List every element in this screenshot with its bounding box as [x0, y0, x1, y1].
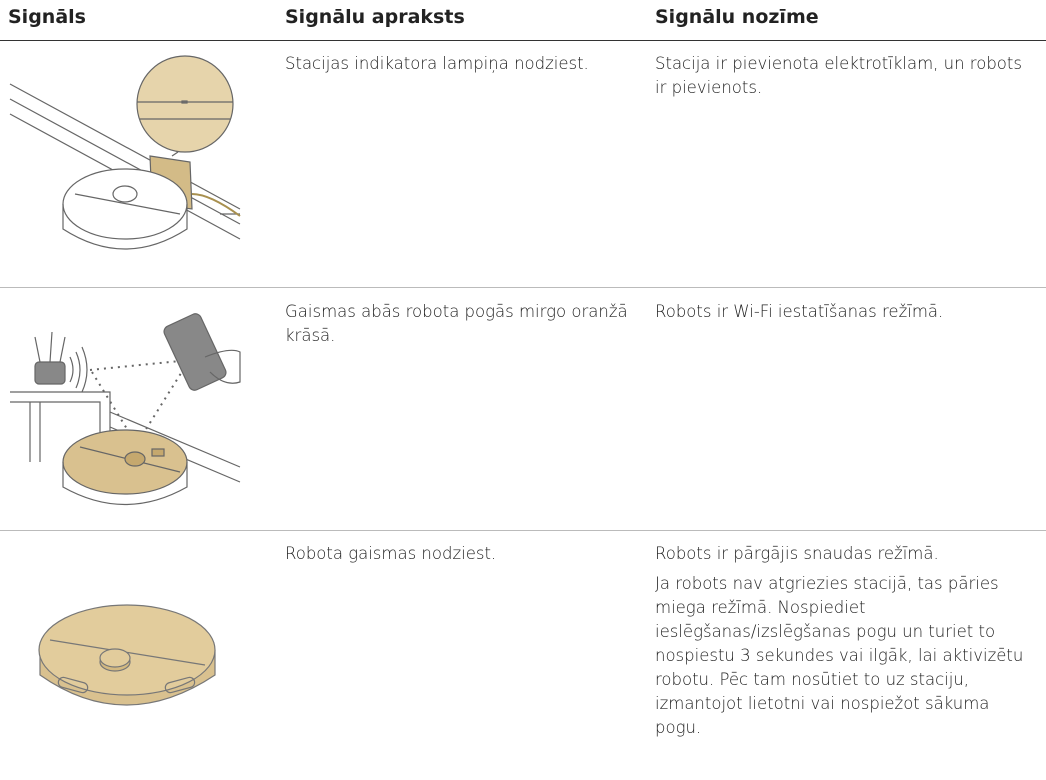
meaning: Robots ir pārgājis snaudas režīmā. Ja ro… — [655, 542, 1035, 746]
meaning-text: Stacija ir pievienota elektrotīklam, un … — [655, 54, 1022, 97]
meaning: Robots ir Wi-Fi iestatīšanas režīmā. — [655, 300, 1035, 330]
row-rule — [0, 287, 1046, 288]
robot-illustration — [38, 604, 216, 706]
header-rule — [0, 40, 1046, 41]
row-rule — [0, 530, 1046, 531]
header: Signālu apraksts — [285, 6, 465, 28]
header: Signālu nozīme — [655, 6, 819, 28]
meaning: Stacija ir pievienota elektrotīklam, un … — [655, 52, 1035, 106]
header: Signāls — [8, 6, 86, 28]
meaning-text: Robots ir pārgājis snaudas režīmā. — [655, 544, 939, 563]
description: Gaismas abās robota pogās mirgo oranžā k… — [285, 302, 628, 345]
description: Stacijas indikatora lampiņa nodziest. — [285, 54, 589, 73]
meaning-text: Robots ir Wi-Fi iestatīšanas režīmā. — [655, 302, 944, 321]
meaning-text: Ja robots nav atgriezies stacijā, tas pā… — [655, 574, 1024, 737]
description: Robota gaismas nodziest. — [285, 544, 497, 563]
wifi-illustration — [10, 313, 241, 506]
station-illustration — [9, 55, 241, 250]
